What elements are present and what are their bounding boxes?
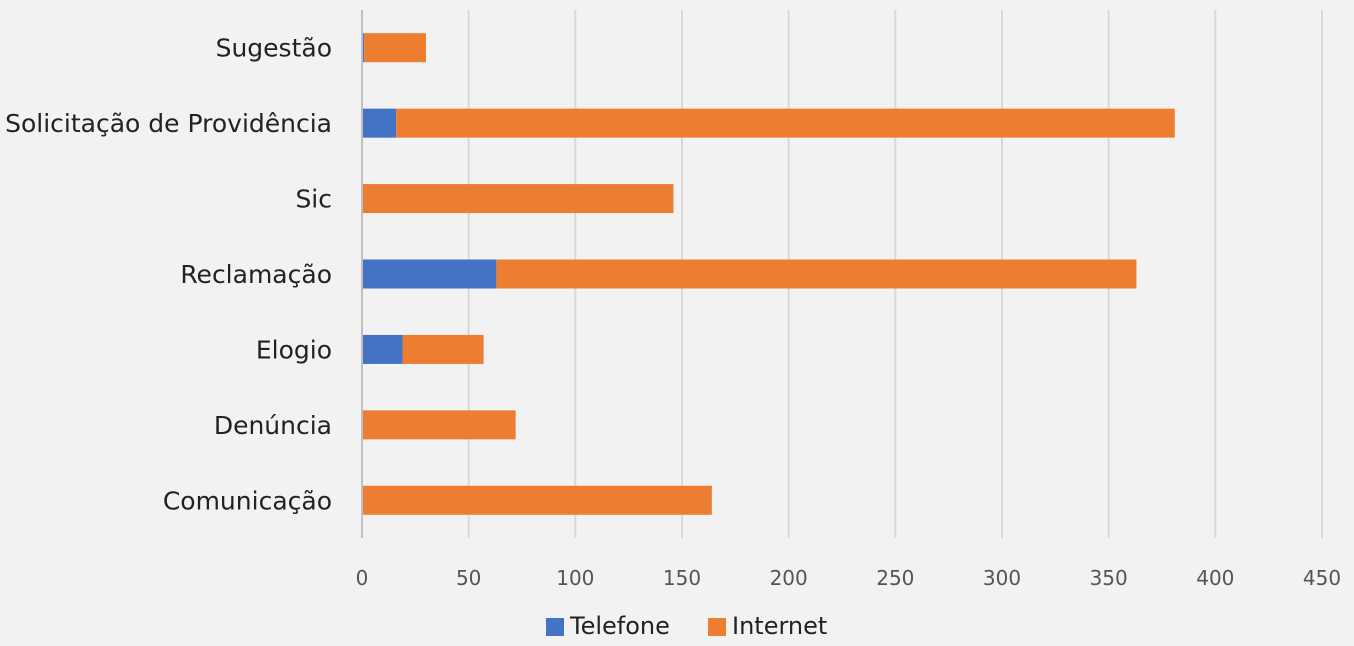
category-label: Comunicação — [163, 486, 332, 515]
bars — [362, 33, 1175, 515]
bar-telefone — [362, 108, 397, 138]
x-tick-label: 0 — [356, 566, 369, 590]
legend: Telefone Internet — [546, 612, 827, 640]
x-tick-label: 450 — [1303, 566, 1341, 590]
x-tick-label: 100 — [556, 566, 594, 590]
bar-internet — [402, 334, 484, 364]
bar-telefone — [362, 33, 365, 63]
category-label: Solicitação de Providência — [5, 109, 332, 138]
x-axis-tick-labels: 0 50 100 150 200 250 300 350 400 450 — [356, 566, 1341, 590]
bar-internet — [362, 410, 516, 440]
category-label: Sic — [295, 185, 332, 214]
legend-swatch-internet — [708, 618, 726, 636]
x-tick-label: 50 — [456, 566, 481, 590]
x-tick-label: 200 — [770, 566, 808, 590]
legend-swatch-telefone — [546, 618, 564, 636]
category-label: Reclamação — [180, 260, 332, 289]
x-tick-label: 250 — [876, 566, 914, 590]
category-label: Denúncia — [214, 411, 332, 440]
bar-internet — [396, 108, 1175, 138]
bar-internet — [362, 184, 674, 214]
x-tick-label: 350 — [1090, 566, 1128, 590]
bar-telefone — [362, 259, 497, 289]
category-labels: Comunicação Denúncia Elogio Reclamação Sic So… — [5, 34, 332, 516]
x-tick-label: 300 — [983, 566, 1021, 590]
category-label: Elogio — [256, 335, 332, 364]
legend-label-internet: Internet — [732, 612, 827, 640]
x-tick-label: 400 — [1196, 566, 1234, 590]
legend-label-telefone: Telefone — [569, 612, 670, 640]
bar-telefone — [362, 334, 403, 364]
category-label: Sugestão — [216, 34, 332, 63]
bar-internet — [364, 33, 426, 63]
bar-internet — [362, 485, 712, 515]
bar-internet — [496, 259, 1137, 289]
x-tick-label: 150 — [663, 566, 701, 590]
